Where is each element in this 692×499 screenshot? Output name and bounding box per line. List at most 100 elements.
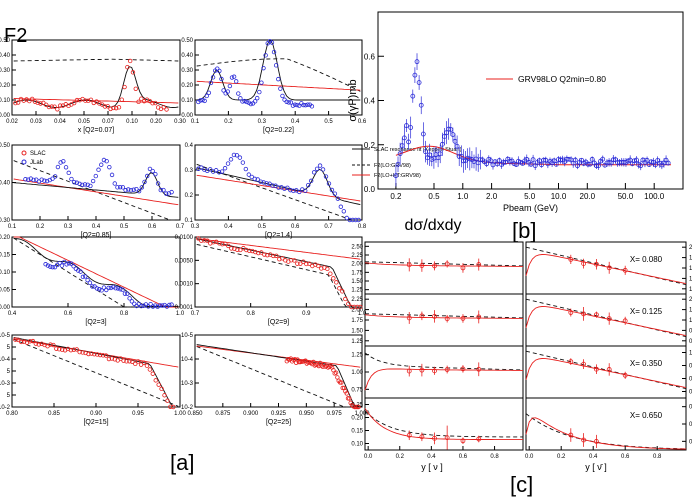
a7-data-point: [135, 359, 141, 364]
a3-data-point: [107, 164, 112, 170]
a4-data-point: [213, 168, 219, 173]
a1-data-point: [161, 104, 166, 110]
a6-data-point: [343, 296, 348, 302]
a2-data-point: [219, 76, 224, 82]
c-data-point: [568, 432, 574, 438]
a2-data-point: [227, 83, 233, 89]
c-ytick-label: 1.0: [689, 318, 692, 324]
b-data-point: [410, 93, 416, 99]
a2-ytick-label: 0.50: [181, 38, 193, 44]
a4-data-point: [219, 169, 225, 174]
a7-xtick-label: 0.85: [48, 411, 60, 417]
b-data-point: [404, 123, 409, 128]
a6-data-point: [349, 304, 354, 310]
a5-xtick-label: 0.6: [64, 311, 73, 317]
a7-data-point: [97, 352, 103, 358]
a4-data-point: [297, 189, 302, 195]
c-xtick-label: 0.6: [621, 454, 630, 460]
b-xtick-label: 20.0: [580, 192, 596, 201]
a7-data-point: [118, 356, 123, 361]
c-ht-curve: [525, 417, 686, 450]
a3-data-point: [145, 173, 150, 179]
a2-xtick-label: 0.2: [224, 119, 233, 125]
label-b: [b]: [512, 218, 536, 243]
b-xtick-label: 100.0: [644, 192, 665, 201]
a4-data-point: [243, 166, 249, 172]
b-data-point: [653, 162, 658, 168]
a7-data-point: [103, 353, 109, 358]
legend-jlab-marker: [21, 159, 27, 165]
c-data-point: [581, 311, 586, 317]
c-ytick-label: 1.50: [351, 279, 363, 285]
a7-data-point: [168, 404, 173, 409]
a7-data-point: [77, 349, 82, 355]
c-ytick-label: 1.0: [689, 287, 692, 293]
a3-data-point: [44, 178, 50, 184]
b-ytick-label: 0.6: [364, 52, 376, 61]
a7-data-point: [150, 371, 156, 376]
b-data-point: [416, 80, 422, 85]
a1-data-point: [122, 84, 127, 90]
c-xtick-label: 0.0: [525, 454, 534, 460]
a7-data-point: [165, 398, 170, 403]
a2-data-point: [261, 65, 266, 71]
panel-a7: 0.80 0.85 0.90 0.95 1.00 10-2 5 10-3 5 10-4 5 10-5 […: [0, 333, 186, 426]
a5-data-point: [160, 303, 165, 308]
a2-data-point: [271, 49, 277, 55]
a6-data-point: [340, 289, 345, 294]
a6-data-point: [337, 286, 342, 291]
c-ytick-label: 1.25: [351, 339, 363, 345]
a1-data-point: [136, 99, 141, 105]
a7-data-point: [156, 382, 161, 387]
a7-data-point: [19, 339, 24, 345]
a6-data-point: [358, 304, 363, 310]
a6-data-point: [199, 238, 204, 243]
a3-xtick-label: 0.5: [120, 224, 129, 230]
a5-data-point: [50, 264, 55, 270]
a2-data-point: [290, 103, 296, 108]
c-frame: [364, 397, 524, 451]
a5-data-point: [167, 302, 172, 308]
a2-xtick-label: 0.4: [291, 119, 300, 125]
a8-xtick-label: 1.000: [354, 411, 370, 417]
b-data-point: [406, 139, 411, 145]
a2-xtick-label: 0.1: [191, 119, 200, 125]
a7-ytick-label: 10-2: [0, 405, 11, 411]
a1-xtick-label: 0.07: [102, 119, 114, 125]
a5-data-point: [69, 261, 74, 266]
a5-data-point: [120, 287, 125, 292]
a3-data-point: [39, 177, 44, 182]
a5-data-point: [57, 260, 62, 266]
b-data-point: [587, 161, 593, 167]
a2-data-point: [288, 100, 294, 105]
c-ytick-label: 1.50: [351, 328, 363, 334]
a5-data-point: [129, 299, 135, 304]
a7-data-point: [121, 358, 126, 363]
a5-data-point: [76, 268, 81, 273]
b-data-point: [401, 135, 407, 141]
c-xtick-label: 0.4: [427, 454, 436, 460]
c-ytick-label: 0.25: [351, 403, 363, 409]
a4-data-point: [252, 176, 257, 182]
a2-xtick-label: 0.3: [258, 119, 267, 125]
a5-frame: [11, 236, 181, 308]
c-lo-curve: [364, 410, 523, 438]
a5-data-point: [148, 301, 153, 307]
c-xtick-label: 0.8: [653, 454, 662, 460]
a3-xlabel: [Q2=0.85]: [81, 232, 112, 239]
c-frame: [364, 293, 524, 347]
a1-data-point: [133, 86, 138, 91]
a6-xtick-label: 0.7: [191, 311, 200, 317]
a2-data-point: [292, 102, 298, 107]
a1-data-point: [102, 104, 108, 109]
a4-data-point: [231, 152, 237, 158]
a4-data-point: [255, 177, 260, 182]
panels-a: 0.020.030.040.050.070.100.200.300.000.10…: [0, 38, 462, 426]
a7-data-point: [159, 386, 164, 392]
c-data-point: [419, 434, 425, 440]
panel-b: 0.2 0.5 1.0 2.0 5.0 10.0 20.0 50.0 100.0 0.0 0.2 0.…: [347, 11, 684, 213]
c-data-point: [406, 432, 412, 438]
a7-data-point: [100, 353, 106, 358]
a4-data-point: [338, 204, 344, 209]
